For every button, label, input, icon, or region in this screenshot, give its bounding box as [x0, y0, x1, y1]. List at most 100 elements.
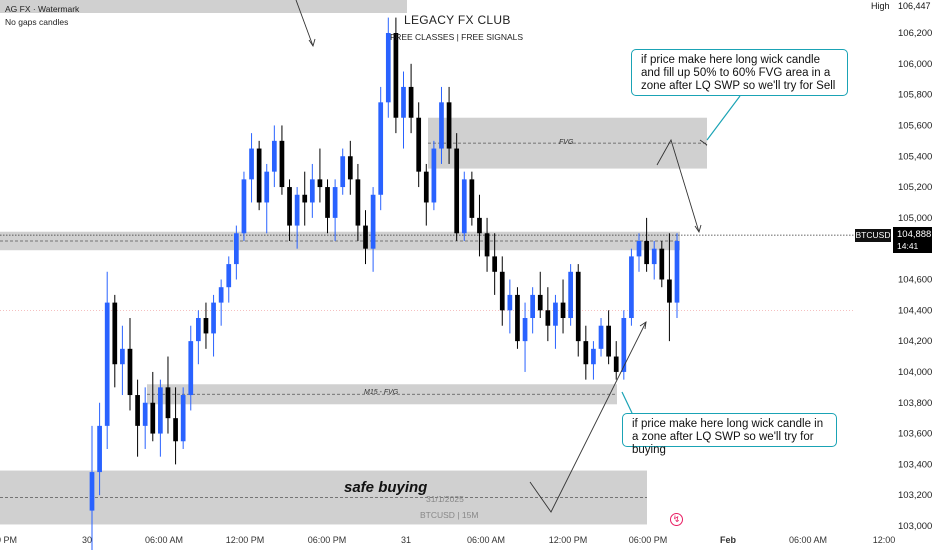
- candle-body: [211, 302, 216, 334]
- candle-body: [264, 171, 270, 203]
- high-value: 106,447: [898, 1, 931, 11]
- watermark-symbol: BTCUSD | 15M: [420, 510, 479, 520]
- candle-body: [158, 387, 163, 434]
- candle-body: [370, 194, 376, 249]
- y-tick-label: 105,200: [898, 182, 932, 193]
- candle-body: [180, 395, 186, 442]
- candle-body: [446, 102, 452, 149]
- x-tick-label: Feb: [720, 535, 737, 545]
- candle-body: [408, 86, 414, 118]
- candle-body: [667, 279, 672, 303]
- m15-fvg-label: M15 - FVG: [364, 389, 399, 396]
- candle-body: [537, 294, 543, 311]
- y-tick-label: 105,400: [898, 151, 932, 162]
- candle-body: [431, 148, 437, 203]
- candle-body: [271, 140, 277, 172]
- guide-lines-layer: [0, 234, 855, 311]
- sell-note-pointer: [699, 139, 708, 146]
- y-tick-label: 106,200: [898, 28, 932, 39]
- last-price-value: 104,888: [897, 229, 932, 240]
- candle-body: [401, 86, 406, 118]
- candle-body: [233, 233, 239, 265]
- buy-note-tail: [621, 391, 633, 414]
- candle-body: [385, 33, 391, 103]
- candle-body: [196, 318, 201, 342]
- y-tick-label: 103,200: [898, 490, 932, 501]
- candle-body: [294, 194, 300, 226]
- arrow-top: [295, 0, 314, 47]
- candle-body: [165, 387, 171, 419]
- y-tick-label: 106,000: [898, 59, 932, 70]
- x-tick-label: 12:00 PM: [226, 535, 265, 545]
- candle-body: [644, 240, 649, 265]
- high-label: High: [871, 1, 890, 11]
- sell-note-tail: [706, 95, 741, 141]
- candle-body: [332, 187, 338, 218]
- candle-body: [340, 156, 346, 188]
- candle-body: [203, 318, 209, 334]
- candle-body: [256, 148, 262, 203]
- price-axis-bg: [855, 0, 932, 550]
- arrow-top-head: [308, 38, 316, 48]
- candle-body: [522, 318, 528, 342]
- candle-body: [218, 287, 224, 303]
- club-subtitle: FREE CLASSES | FREE SIGNALS: [390, 32, 524, 42]
- candle-body: [553, 302, 558, 326]
- x-tick-label: 31: [401, 535, 411, 545]
- candle-body: [416, 117, 422, 172]
- y-tick-label: 105,800: [898, 90, 932, 101]
- buy-path-arrow: [529, 321, 647, 513]
- fvg-label: FVG: [559, 139, 574, 146]
- y-tick-label: 104,200: [898, 336, 932, 347]
- candle-body: [636, 240, 642, 257]
- candles-layer: [89, 17, 680, 550]
- y-tick-label: 104,400: [898, 305, 932, 316]
- candle-body: [287, 187, 292, 226]
- x-tick-label: 12:00: [873, 535, 896, 545]
- x-tick-label: 06:00 AM: [789, 535, 827, 545]
- x-tick-label: 06:00 AM: [145, 535, 183, 545]
- y-tick-label: 103,800: [898, 398, 932, 409]
- candle-body: [560, 302, 566, 319]
- candle-body: [477, 217, 482, 234]
- y-tick-label: 105,000: [898, 213, 932, 224]
- x-tick-label: 30: [82, 535, 92, 545]
- time-axis: 00 PM 30 06:00 AM 12:00 PM 06:00 PM 31 06:00 A…: [0, 535, 895, 545]
- sell-path-arrow: [656, 138, 700, 233]
- candle-body: [469, 179, 475, 218]
- candle-body: [507, 294, 513, 311]
- candle-body: [309, 179, 315, 203]
- candle-body: [492, 256, 498, 272]
- y-tick-label: 104,600: [898, 275, 932, 286]
- y-tick-label: 103,600: [898, 429, 932, 440]
- candle-body: [659, 248, 665, 280]
- candle-body: [226, 264, 232, 288]
- symbol-tag: BTCUSD: [855, 229, 891, 242]
- x-tick-label: 06:00 PM: [308, 535, 347, 545]
- candle-body: [378, 102, 384, 195]
- high-price-tag: High 106,447: [866, 0, 932, 13]
- candle-body: [393, 33, 399, 118]
- candle-body: [150, 402, 156, 434]
- club-title: LEGACY FX CLUB: [404, 13, 511, 27]
- x-tick-label: 00 PM: [0, 535, 17, 545]
- candle-countdown: 14:41: [897, 241, 919, 251]
- candle-body: [651, 248, 657, 265]
- candle-body: [347, 156, 353, 180]
- safe-buying-label: safe buying: [344, 479, 428, 496]
- sell-arrow-head: [694, 224, 702, 234]
- candle-body: [515, 294, 520, 342]
- candle-body: [135, 395, 140, 426]
- candle-body: [188, 341, 194, 396]
- top-zone: [0, 0, 407, 13]
- candle-body: [120, 348, 125, 365]
- replay-logo-icon[interactable]: ↯: [670, 513, 683, 526]
- candle-body: [545, 310, 551, 326]
- buy-arrow-head: [639, 321, 647, 330]
- candle-body: [423, 171, 429, 203]
- candle-body: [613, 356, 619, 372]
- candle-body: [89, 472, 95, 511]
- candle-body: [317, 179, 323, 188]
- candle-body: [674, 240, 680, 303]
